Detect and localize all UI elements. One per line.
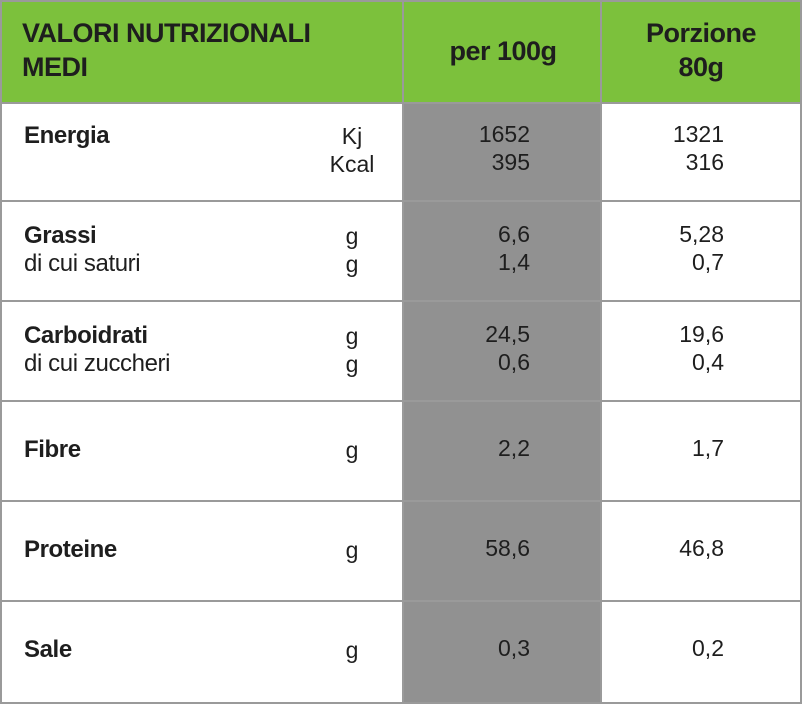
unit: Kcal xyxy=(329,151,375,177)
header-portion-line1: Porzione xyxy=(645,18,757,48)
header-per100: per 100g xyxy=(449,36,557,66)
unit: g xyxy=(345,223,359,249)
nutrient-name: Grassi xyxy=(24,222,97,249)
value-portion: 1321 xyxy=(672,121,724,147)
row-label: Sale xyxy=(24,636,72,664)
header-title-line1: VALORI NUTRIZIONALI xyxy=(22,18,311,48)
value-portion: 0,7 xyxy=(692,249,724,275)
value-per100-cell: 6,6 1,4 xyxy=(404,220,530,276)
value-portion-cell: 46,8 xyxy=(602,534,724,562)
nutrient-name: Energia xyxy=(24,122,110,149)
row-label: Fibre xyxy=(24,436,81,464)
value-portion: 5,28 xyxy=(679,221,724,247)
value-portion: 0,4 xyxy=(692,349,724,375)
value-per100: 24,5 xyxy=(485,321,530,347)
value-portion: 316 xyxy=(685,149,724,175)
unit-cell: g xyxy=(322,436,382,464)
nutrient-name: Carboidrati xyxy=(24,322,148,349)
value-per100-cell: 58,6 xyxy=(404,534,530,562)
value-portion: 19,6 xyxy=(679,321,724,347)
value-portion: 1,7 xyxy=(692,435,724,461)
header-portion: Porzione 80g xyxy=(602,16,800,84)
unit: Kj xyxy=(341,123,363,149)
column-divider xyxy=(600,2,602,702)
value-per100: 1652 xyxy=(478,121,530,147)
value-portion: 0,2 xyxy=(692,635,724,661)
value-per100: 395 xyxy=(491,149,530,175)
nutrient-name: Fibre xyxy=(24,436,81,463)
row-divider xyxy=(2,300,800,302)
unit: g xyxy=(345,537,359,563)
value-portion-cell: 1321 316 xyxy=(602,120,724,176)
row-divider xyxy=(2,400,800,402)
header-portion-line2: 80g xyxy=(678,52,724,82)
per100-column-shading xyxy=(404,104,602,702)
unit: g xyxy=(345,351,359,377)
row-label: Carboidrati di cui zuccheri xyxy=(24,322,170,378)
value-portion-cell: 5,28 0,7 xyxy=(602,220,724,276)
nutrient-sub-name: di cui saturi xyxy=(24,250,141,277)
header-title: VALORI NUTRIZIONALI MEDI xyxy=(22,16,311,84)
header-title-line2: MEDI xyxy=(22,52,88,82)
value-per100: 0,6 xyxy=(498,349,530,375)
value-per100: 58,6 xyxy=(485,535,530,561)
row-divider xyxy=(2,600,800,602)
value-portion: 46,8 xyxy=(679,535,724,561)
value-portion-cell: 1,7 xyxy=(602,434,724,462)
unit: g xyxy=(345,323,359,349)
unit-cell: g xyxy=(322,536,382,564)
unit: g xyxy=(345,437,359,463)
row-label: Energia xyxy=(24,122,110,150)
value-portion-cell: 0,2 xyxy=(602,634,724,662)
value-per100-cell: 0,3 xyxy=(404,634,530,662)
row-label: Proteine xyxy=(24,536,117,564)
value-per100: 6,6 xyxy=(498,221,530,247)
unit-cell: g xyxy=(322,636,382,664)
value-per100-cell: 2,2 xyxy=(404,434,530,462)
unit-cell: Kj Kcal xyxy=(322,122,382,178)
value-per100-cell: 24,5 0,6 xyxy=(404,320,530,376)
row-divider xyxy=(2,500,800,502)
table-header xyxy=(2,2,800,104)
value-per100: 0,3 xyxy=(498,635,530,661)
value-per100: 2,2 xyxy=(498,435,530,461)
nutrient-name: Proteine xyxy=(24,536,117,563)
value-per100-cell: 1652 395 xyxy=(404,120,530,176)
nutrient-name: Sale xyxy=(24,636,72,663)
row-divider xyxy=(2,200,800,202)
unit: g xyxy=(345,251,359,277)
value-portion-cell: 19,6 0,4 xyxy=(602,320,724,376)
value-per100: 1,4 xyxy=(498,249,530,275)
row-label: Grassi di cui saturi xyxy=(24,222,141,278)
unit: g xyxy=(345,637,359,663)
nutrient-sub-name: di cui zuccheri xyxy=(24,350,171,377)
column-divider xyxy=(402,2,404,702)
